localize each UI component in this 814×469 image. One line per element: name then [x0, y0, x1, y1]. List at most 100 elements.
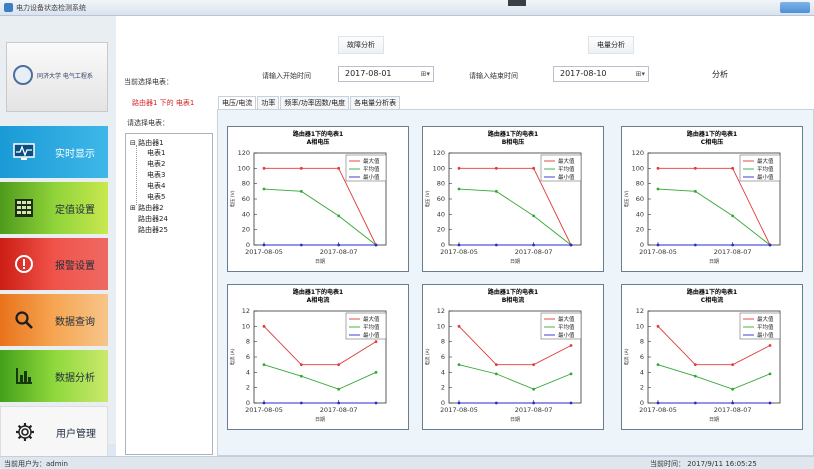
- tree-leaf-meter[interactable]: 电表4: [147, 182, 166, 190]
- legend-entry: 最小值: [558, 331, 575, 339]
- tree-connector: [136, 145, 137, 205]
- chart-title: 路由器1下的电表1: [488, 130, 538, 138]
- titlebar-indicator: [508, 0, 526, 6]
- fault-analysis-button[interactable]: 故障分析: [338, 36, 384, 54]
- analysis-tabs: 电压/电流 功率 频率/功率因数/电度 各电量分析表: [218, 96, 401, 110]
- legend-entry: 平均值: [363, 323, 380, 331]
- calendar-dropdown-icon[interactable]: ⊞▾: [420, 70, 430, 78]
- x-tick-label: 2017-08-05: [639, 406, 677, 414]
- legend-entry: 平均值: [757, 165, 774, 173]
- x-tick-label: 2017-08-07: [515, 248, 553, 256]
- tree-node-router25[interactable]: 路由器25: [138, 226, 168, 234]
- series-line: [658, 167, 771, 246]
- select-meter-label: 请选择电表：: [127, 119, 169, 127]
- data-point: [337, 387, 341, 391]
- data-point: [457, 324, 461, 328]
- collapse-icon[interactable]: ⊟: [130, 139, 136, 147]
- y-tick-label: 4: [640, 368, 644, 376]
- data-point: [457, 166, 461, 170]
- sidebar-item-setpoint[interactable]: 定值设置: [0, 182, 108, 234]
- data-point: [693, 166, 697, 170]
- data-point: [262, 166, 266, 170]
- start-date-value: 2017-08-01: [345, 69, 392, 78]
- sidebar-item-alarm[interactable]: 报警设置: [0, 238, 108, 290]
- y-tick-label: 2: [640, 384, 644, 392]
- search-icon: [13, 309, 35, 331]
- chart-a-voltage: 路由器1下的电表1 A相电压 0 20 40 60 80 100 120 2017-08-05 20…: [227, 126, 409, 272]
- chart-subtitle: B相电压: [502, 138, 525, 146]
- end-date-picker[interactable]: 2017-08-10 ⊞▾: [553, 66, 649, 82]
- data-point: [656, 401, 660, 405]
- sidebar-item-label: 数据查询: [55, 316, 95, 328]
- y-tick-label: 40: [242, 210, 250, 218]
- tree-node-router2[interactable]: ⊞ 路由器2: [130, 204, 164, 212]
- y-axis-label: 电压 (V): [424, 190, 431, 207]
- y-tick-label: 60: [242, 195, 250, 203]
- data-point: [731, 401, 735, 405]
- tab-voltage-current[interactable]: 电压/电流: [218, 96, 257, 110]
- y-tick-label: 8: [640, 338, 644, 346]
- data-point: [457, 363, 461, 367]
- end-date-value: 2017-08-10: [560, 69, 607, 78]
- data-point: [374, 401, 378, 405]
- y-tick-label: 0: [640, 399, 644, 407]
- table-icon: [13, 197, 35, 219]
- x-axis-label: 日期: [315, 259, 325, 265]
- data-point: [337, 401, 341, 405]
- x-tick-label: 2017-08-07: [515, 406, 553, 414]
- y-tick-label: 10: [437, 322, 445, 330]
- status-bar: 当前用户为：admin 当前时间： 2017/9/11 16:05:25: [0, 456, 814, 468]
- sidebar-item-users[interactable]: 用户管理: [0, 406, 108, 458]
- y-tick-label: 6: [246, 353, 250, 361]
- tab-power[interactable]: 功率: [257, 96, 280, 110]
- calendar-dropdown-icon[interactable]: ⊞▾: [635, 70, 645, 78]
- analyze-button[interactable]: 分析: [712, 69, 728, 79]
- data-point: [337, 214, 341, 218]
- y-tick-label: 80: [242, 180, 250, 188]
- university-logo: 同济大学 电气工程系: [6, 42, 108, 112]
- tab-frequency[interactable]: 频率/功率因数/电度: [280, 96, 350, 110]
- data-point: [457, 187, 461, 191]
- sidebar: 同济大学 电气工程系 实时显示 定值设置 报警设置 数据查询 数据分析 用: [0, 16, 116, 458]
- tab-analysis-table[interactable]: 各电量分析表: [350, 96, 401, 110]
- tree-leaf-meter[interactable]: 电表3: [147, 171, 166, 179]
- data-point: [494, 363, 498, 367]
- y-tick-label: 80: [636, 180, 644, 188]
- tree-node-router1[interactable]: ⊟ 路由器1: [130, 139, 164, 147]
- expand-icon[interactable]: ⊞: [130, 204, 136, 212]
- data-point: [693, 401, 697, 405]
- sidebar-item-realtime[interactable]: 实时显示: [0, 126, 108, 178]
- start-time-label: 请输入开始时间: [262, 72, 311, 80]
- tree-leaf-meter[interactable]: 电表5: [147, 193, 166, 201]
- sidebar-item-analysis[interactable]: 数据分析: [0, 350, 108, 402]
- data-point: [532, 166, 536, 170]
- tree-leaf-meter[interactable]: 电表2: [147, 160, 166, 168]
- chart-c-voltage: 路由器1下的电表1 C相电压 0 20 40 60 80 100 120 2017-08-05 20…: [621, 126, 803, 272]
- data-point: [494, 166, 498, 170]
- tree-node-router24[interactable]: 路由器24: [138, 215, 168, 223]
- y-tick-label: 12: [437, 307, 445, 315]
- legend-entry: 最小值: [558, 173, 575, 181]
- series-line: [263, 326, 377, 366]
- y-axis-label: 电压 (V): [623, 190, 630, 207]
- data-point: [532, 363, 536, 367]
- y-tick-label: 40: [437, 210, 445, 218]
- y-axis-label: 电压 (V): [229, 190, 236, 207]
- chart-title: 路由器1下的电表1: [293, 288, 343, 296]
- y-tick-label: 100: [238, 164, 250, 172]
- series-line: [458, 326, 572, 366]
- tree-leaf-meter[interactable]: 电表1: [147, 149, 166, 157]
- start-date-picker[interactable]: 2017-08-01 ⊞▾: [338, 66, 434, 82]
- x-tick-label: 2017-08-07: [320, 248, 358, 256]
- sidebar-item-query[interactable]: 数据查询: [0, 294, 108, 346]
- data-point: [262, 324, 266, 328]
- energy-analysis-button[interactable]: 电量分析: [588, 36, 634, 54]
- legend-entry: 最大值: [558, 315, 575, 323]
- y-tick-label: 2: [246, 384, 250, 392]
- current-user: 当前用户为：admin: [4, 460, 68, 468]
- data-point: [532, 401, 536, 405]
- window-controls[interactable]: [780, 2, 810, 13]
- series-line: [264, 167, 377, 246]
- sidebar-item-label: 定值设置: [55, 204, 95, 216]
